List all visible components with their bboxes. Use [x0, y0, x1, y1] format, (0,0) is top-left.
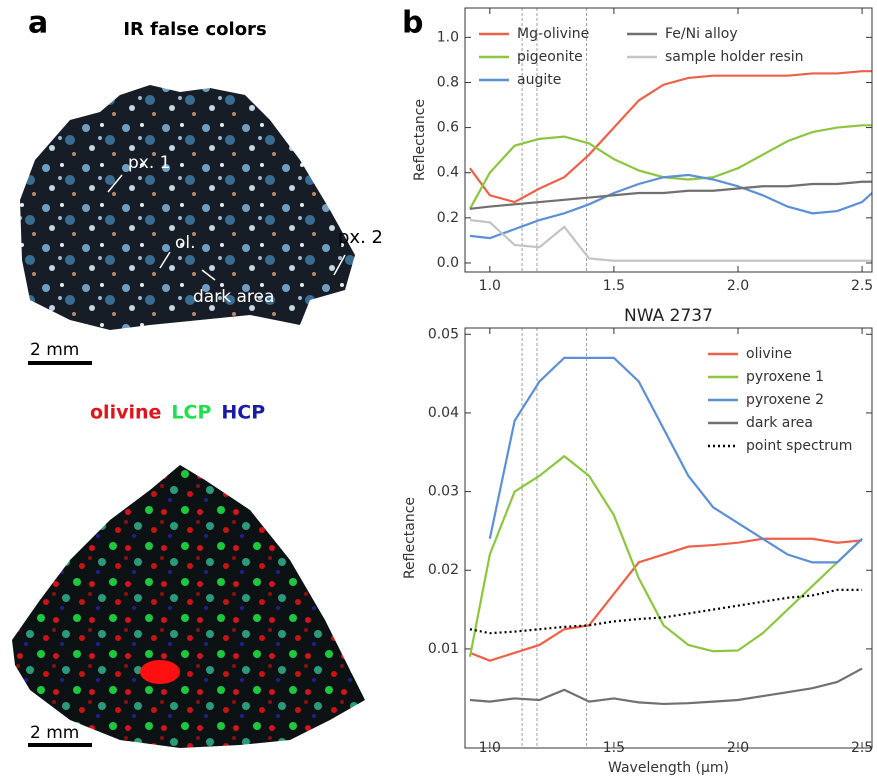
y-tick-label: 0.4 [437, 165, 459, 181]
legend-text: pyroxene 1 [746, 369, 824, 385]
legend-text: pigeonite [517, 49, 583, 65]
plot-frame [464, 327, 873, 749]
panel-label: a [28, 6, 48, 41]
y-tick-label: 0.8 [437, 74, 459, 90]
y-tick-label: 0.04 [428, 405, 459, 421]
data-line [488, 356, 863, 564]
legend-text: pyroxene 2 [746, 392, 824, 408]
y-tick-label: 0.0 [437, 255, 459, 271]
legend-text: Mg-olivine [517, 26, 589, 42]
legend-text: dark area [746, 415, 813, 431]
y-tick-label: 0.02 [428, 562, 459, 578]
x-tick-label: 1.5 [603, 278, 625, 294]
x-tick-label: 2.5 [851, 278, 873, 294]
image-legend: olivine LCP HCP [90, 402, 265, 424]
data-line [469, 667, 863, 706]
legend-text: HCP [221, 402, 265, 424]
data-line [469, 588, 863, 635]
legend-text: olivine [90, 402, 161, 424]
y-axis-label: Reflectance [412, 99, 428, 181]
data-line [469, 537, 863, 662]
data-line [469, 180, 872, 210]
annotation: dark area [193, 287, 274, 307]
y-tick-label: 0.03 [428, 484, 459, 500]
chart-title: NWA 2737 [624, 306, 713, 326]
annotation: px. 1 [128, 153, 170, 173]
legend-text: LCP [171, 402, 211, 424]
plot-frame [464, 7, 873, 273]
legend-text: sample holder resin [665, 49, 804, 65]
data-line [468, 454, 863, 657]
image-title: IR false colors [123, 19, 266, 40]
x-axis-label: Wavelength (μm) [608, 760, 729, 776]
y-tick-label: 0.01 [428, 641, 459, 657]
y-tick-label: 0.6 [437, 120, 459, 136]
x-tick-label: 1.0 [479, 278, 501, 294]
scale-label: 2 mm [30, 340, 79, 360]
y-tick-label: 0.05 [428, 326, 459, 342]
phase-map [12, 465, 365, 748]
phase-map [140, 660, 180, 684]
legend-text: olivine [746, 346, 792, 362]
data-line [468, 124, 872, 210]
data-line [469, 219, 872, 262]
ir-image [20, 85, 355, 330]
legend-text: Fe/Ni alloy [665, 26, 738, 42]
arrows [107, 174, 346, 281]
data-line [469, 70, 872, 204]
legend-text: point spectrum [746, 438, 852, 454]
annotation: px. 2 [338, 227, 383, 248]
scale-label: 2 mm [30, 723, 79, 743]
y-tick-label: 0.2 [437, 210, 459, 226]
y-tick-label: 1.0 [437, 29, 459, 45]
data-line [469, 173, 872, 240]
annotation: ol. [175, 233, 196, 253]
y-axis-label: Reflectance [402, 497, 418, 579]
panel-label: b [402, 6, 423, 41]
legend-text: augite [517, 72, 561, 88]
x-tick-label: 2.0 [727, 278, 749, 294]
